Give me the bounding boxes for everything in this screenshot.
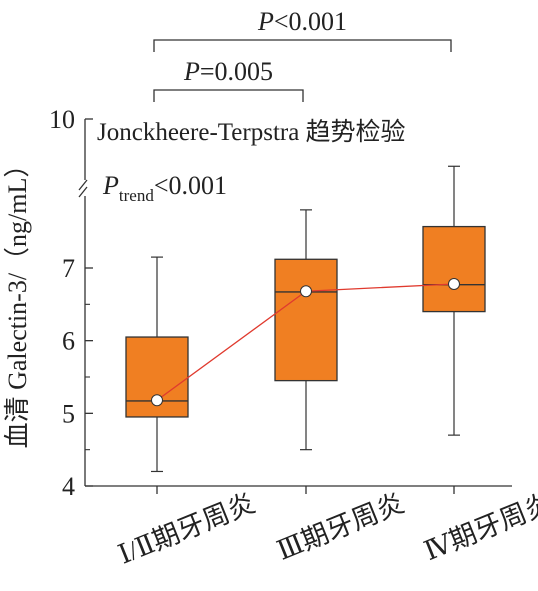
y-tick-label: 10 — [49, 105, 75, 134]
comparison-2: P<0.001 — [153, 7, 452, 52]
comparison-bracket — [153, 39, 452, 52]
box-iqr — [274, 258, 338, 382]
comparison-p: P — [183, 57, 200, 86]
boxes — [125, 165, 486, 473]
break-slash — [78, 179, 88, 191]
y-axis-label: 血清 Galectin-3/（ng/mL） — [3, 152, 32, 449]
box-1 — [125, 256, 189, 473]
y-axis: 4 5 6 7 10 — [49, 105, 93, 501]
comparison-bracket — [153, 89, 304, 102]
trend-line-group — [151, 277, 460, 407]
p-trend-value: <0.001 — [154, 171, 227, 200]
mean-marker — [151, 394, 163, 407]
y-tick-label: 6 — [62, 327, 75, 356]
p-trend-p: P — [102, 171, 119, 200]
mean-marker — [300, 285, 312, 298]
p-trend-subscript: trend — [119, 186, 154, 205]
x-tick-label: Ⅲ期牙周炎 — [273, 488, 409, 566]
comparison-p-label: P<0.001 — [257, 7, 347, 36]
comparison-p: P — [257, 7, 274, 36]
box-3 — [422, 165, 486, 436]
test-name-label: Jonckheere-Terpstra 趋势检验 — [97, 118, 406, 146]
break-slash — [78, 186, 88, 198]
x-tick-label: Ⅰ/Ⅱ期牙周炎 — [114, 488, 259, 570]
comparison-1: P=0.005 — [153, 57, 304, 102]
y-axis-break-marker — [78, 179, 88, 198]
y-tick-label: 4 — [62, 472, 75, 501]
y-ticks: 4 5 6 7 10 — [49, 105, 93, 501]
comparison-p-value: <0.001 — [274, 7, 347, 36]
box-2 — [274, 209, 338, 451]
comparison-p-value: =0.005 — [200, 57, 273, 86]
x-axis: Ⅰ/Ⅱ期牙周炎 Ⅲ期牙周炎 Ⅳ期牙周炎 — [85, 485, 538, 570]
p-trend-label: Ptrend<0.001 — [102, 171, 227, 205]
mean-marker — [448, 277, 460, 290]
y-tick-label: 5 — [62, 399, 75, 428]
y-tick-label: 7 — [62, 254, 75, 283]
box-iqr — [422, 225, 486, 313]
comparison-p-label: P=0.005 — [183, 57, 273, 86]
x-tick-label: Ⅳ期牙周炎 — [420, 488, 538, 566]
